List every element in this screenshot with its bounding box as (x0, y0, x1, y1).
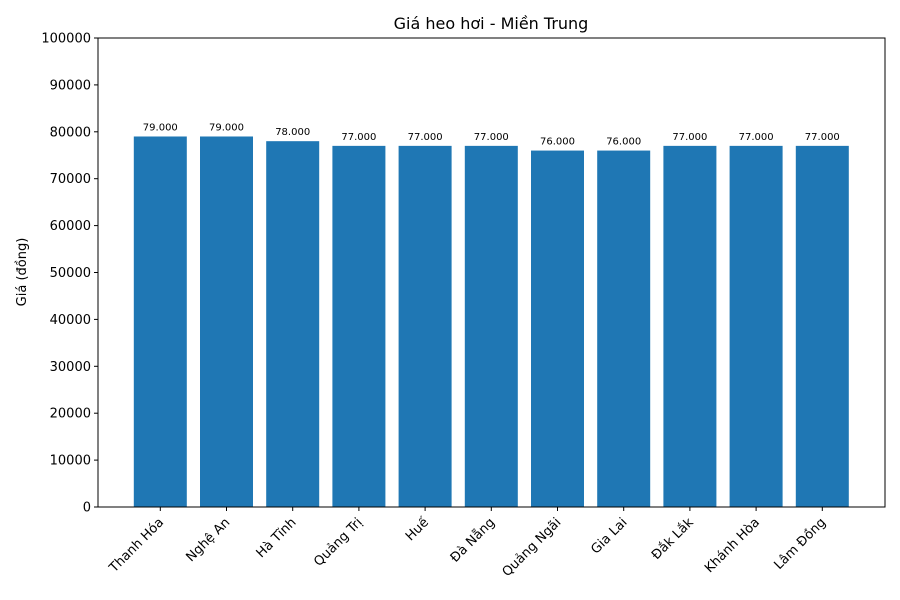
axes-frame (97, 37, 886, 508)
x-tick-label: Đắk Lắk (649, 515, 697, 563)
y-tick-label: 70000 (50, 172, 91, 187)
x-tick-label: Thanh Hóa (106, 515, 167, 576)
chart-title: Giá heo hơi - Miền Trung (394, 14, 589, 33)
bar-value-label: 77.000 (408, 132, 443, 143)
y-tick-label: 40000 (50, 313, 91, 328)
bar (332, 145, 386, 507)
y-tick-label: 10000 (50, 454, 91, 469)
y-tick-label: 60000 (50, 219, 91, 234)
y-tick-label: 80000 (50, 125, 91, 140)
bar (464, 145, 518, 507)
x-tick-label: Gia Lai (588, 515, 630, 557)
x-tick-label: Quảng Trị (311, 515, 365, 569)
bar (663, 145, 717, 507)
bar (729, 145, 783, 507)
plot-area: 79.000 Thanh Hóa 79.000 Nghệ An 78.000 Hà Tĩn… (41, 32, 886, 580)
y-tick-label: 0 (83, 501, 91, 516)
x-tick-label: Huế (403, 515, 432, 544)
x-tick-label: Nghệ An (183, 515, 233, 565)
bar (398, 145, 452, 507)
bar-value-label: 77.000 (672, 132, 707, 143)
bar (133, 136, 187, 508)
y-tick-label: 90000 (50, 78, 91, 93)
bar-value-label: 77.000 (805, 132, 840, 143)
bar-value-label: 77.000 (739, 132, 774, 143)
x-tick-label: Lâm Đồng (771, 515, 829, 573)
x-tick-label: Hà Tĩnh (254, 515, 300, 561)
bar-value-label: 79.000 (143, 122, 178, 133)
bar (200, 136, 253, 508)
bar-value-label: 76.000 (540, 137, 575, 148)
bar (597, 150, 651, 507)
bar-value-label: 77.000 (341, 132, 376, 143)
bar-value-label: 76.000 (606, 137, 641, 148)
bar (266, 141, 320, 507)
x-tick-label: Quảng Ngãi (500, 515, 565, 580)
y-tick-label: 30000 (50, 360, 91, 375)
bar-value-label: 79.000 (209, 122, 244, 133)
bar-value-label: 77.000 (474, 132, 509, 143)
x-tick-label: Khánh Hòa (702, 515, 763, 576)
y-tick-label: 50000 (50, 266, 91, 281)
y-axis-label: Giá (đồng) (15, 238, 30, 307)
bar (531, 150, 584, 507)
bar-value-label: 78.000 (275, 127, 310, 138)
y-tick-label: 100000 (41, 32, 91, 47)
bar (795, 145, 849, 507)
y-tick-label: 20000 (50, 407, 91, 422)
x-tick-label: Đà Nẵng (448, 515, 498, 565)
